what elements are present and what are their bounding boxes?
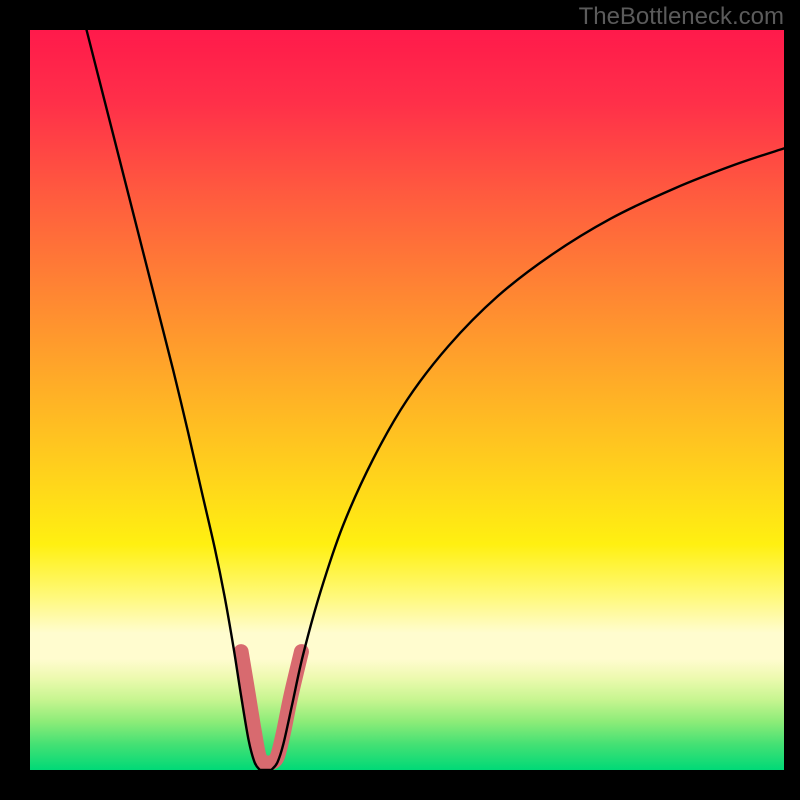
chart-stage: TheBottleneck.com <box>0 0 800 800</box>
chart-svg <box>0 0 800 800</box>
